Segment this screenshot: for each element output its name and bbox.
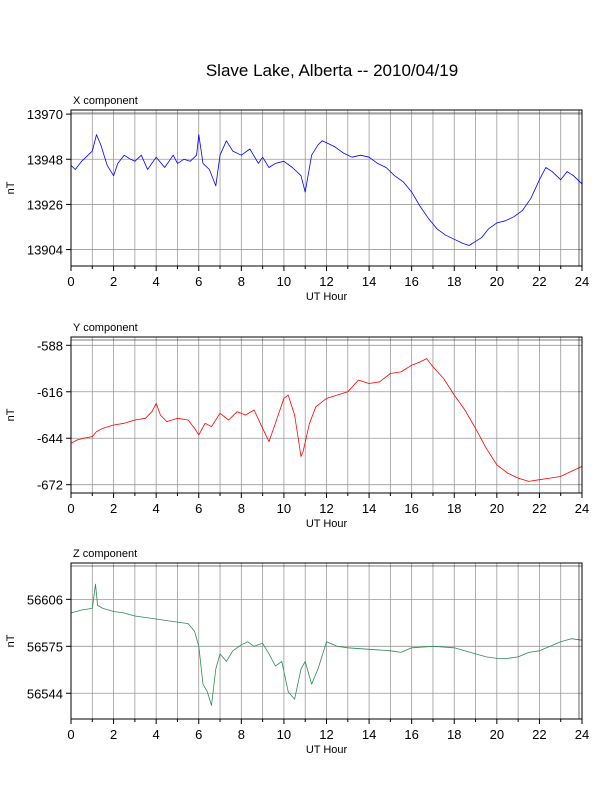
x-tick-label: 10 (277, 727, 291, 742)
x-tick-label: 24 (575, 501, 589, 516)
x-tick-label: 8 (238, 501, 245, 516)
x-tick-label: 20 (490, 727, 504, 742)
y-axis-title: nT (5, 408, 17, 421)
x-tick-label: 8 (238, 727, 245, 742)
y-tick-label: 13926 (27, 197, 63, 212)
y-tick-label: 56544 (27, 686, 63, 701)
y-tick-label: 13970 (27, 107, 63, 122)
series-line (70, 583, 583, 706)
x-tick-label: 20 (490, 274, 504, 289)
x-tick-label: 18 (447, 274, 461, 289)
x-tick-label: 22 (532, 274, 546, 289)
y-tick-label: 13904 (27, 243, 63, 258)
y-axis-title: nT (5, 634, 17, 647)
y-tick-label: -644 (37, 431, 63, 446)
x-tick-label: 4 (153, 727, 160, 742)
panel-title: Y component (73, 322, 138, 334)
x-tick-label: 20 (490, 501, 504, 516)
y-axis-title: nT (5, 181, 17, 194)
panel-title: Z component (73, 548, 137, 560)
x-tick-label: 0 (67, 501, 74, 516)
x-tick-label: 24 (575, 727, 589, 742)
x-tick-label: 12 (319, 274, 333, 289)
x-tick-label: 2 (110, 274, 117, 289)
x-tick-label: 2 (110, 727, 117, 742)
x-tick-label: 24 (575, 274, 589, 289)
y-tick-label: -588 (37, 338, 63, 353)
x-tick-label: 6 (195, 274, 202, 289)
x-axis-title: UT Hour (306, 518, 348, 530)
x-tick-label: 6 (195, 501, 202, 516)
x-tick-label: 10 (277, 501, 291, 516)
x-tick-label: 4 (153, 501, 160, 516)
x-tick-label: 12 (319, 727, 333, 742)
x-tick-label: 0 (67, 727, 74, 742)
x-axis-title: UT Hour (306, 291, 348, 303)
x-tick-label: 12 (319, 501, 333, 516)
x-tick-label: 22 (532, 501, 546, 516)
figure-title: Slave Lake, Alberta -- 2010/04/19 (206, 61, 458, 80)
x-tick-label: 10 (277, 274, 291, 289)
x-tick-label: 16 (404, 274, 418, 289)
x-tick-label: 16 (404, 501, 418, 516)
series-line (70, 358, 583, 482)
panel-title: X component (73, 95, 138, 107)
x-tick-label: 22 (532, 727, 546, 742)
x-tick-label: 8 (238, 274, 245, 289)
x-tick-label: 4 (153, 274, 160, 289)
series-line (70, 134, 583, 246)
x-tick-label: 18 (447, 727, 461, 742)
y-tick-label: -616 (37, 385, 63, 400)
x-tick-label: 14 (362, 274, 376, 289)
x-tick-label: 14 (362, 727, 376, 742)
y-tick-label: 13948 (27, 152, 63, 167)
y-tick-label: 56606 (27, 592, 63, 607)
x-axis-title: UT Hour (306, 744, 348, 756)
y-tick-label: -672 (37, 478, 63, 493)
y-tick-label: 56575 (27, 639, 63, 654)
x-tick-label: 14 (362, 501, 376, 516)
x-tick-label: 0 (67, 274, 74, 289)
x-tick-label: 2 (110, 501, 117, 516)
x-tick-label: 16 (404, 727, 418, 742)
x-tick-label: 18 (447, 501, 461, 516)
x-tick-label: 6 (195, 727, 202, 742)
